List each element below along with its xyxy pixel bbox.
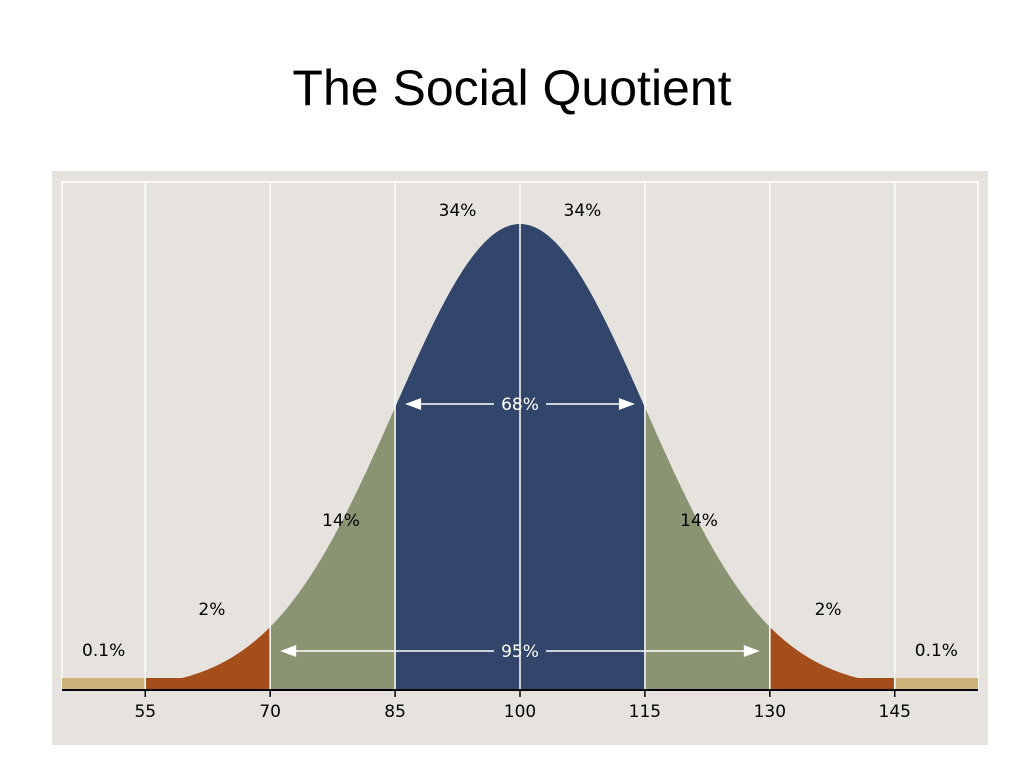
band-percent-label-1: 2%: [198, 600, 225, 620]
band-area-7: [894, 678, 978, 690]
range-arrow-left-1: [280, 645, 297, 657]
bands: [62, 224, 978, 690]
band-area-3: [395, 224, 520, 690]
band-area-4: [520, 224, 645, 690]
range-label-1: 95%: [501, 642, 539, 662]
x-tick-label-5: 130: [754, 702, 786, 722]
band-percent-label-0: 0.1%: [82, 641, 125, 661]
range-arrow-right-0: [618, 398, 635, 410]
x-tick-label-3: 100: [504, 702, 536, 722]
band-area-2: [270, 407, 396, 690]
x-tick-label-2: 85: [384, 702, 406, 722]
band-percent-label-5: 14%: [680, 511, 718, 531]
range-indicators: 68% 95%: [280, 395, 760, 662]
band-percent-label-2: 14%: [322, 511, 360, 531]
band-area-6: [769, 626, 895, 690]
band-percent-label-6: 2%: [815, 600, 842, 620]
band-percent-label-7: 0.1%: [915, 641, 958, 661]
x-tick-label-4: 115: [629, 702, 661, 722]
band-area-1: [145, 626, 271, 690]
range-label-0: 68%: [501, 395, 539, 415]
gridlines: [144, 182, 896, 690]
band-percent-label-4: 34%: [564, 201, 602, 221]
x-tick-label-6: 145: [879, 702, 911, 722]
range-arrow-right-1: [743, 645, 760, 657]
band-percent-label-3: 34%: [439, 201, 477, 221]
bell-curve-chart: 55 70 85 100 115 130 145 0.1% 2% 14% 34% 34% 14% 2% 0.…: [52, 171, 988, 745]
band-labels: 0.1% 2% 14% 34% 34% 14% 2% 0.1%: [82, 201, 958, 661]
range-arrow-left-0: [405, 398, 422, 410]
x-ticks: 55 70 85 100 115 130 145: [134, 690, 911, 722]
band-area-5: [644, 407, 770, 690]
x-tick-label-1: 70: [259, 702, 281, 722]
slide-title: The Social Quotient: [292, 60, 732, 116]
band-area-0: [62, 678, 146, 690]
x-tick-label-0: 55: [134, 702, 156, 722]
